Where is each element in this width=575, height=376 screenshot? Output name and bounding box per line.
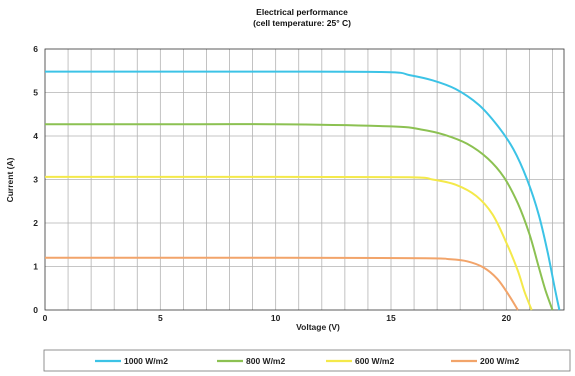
x-tick-label: 20: [502, 313, 512, 323]
legend-label-1000-w-m2: 1000 W/m2: [124, 356, 168, 366]
x-axis-label: Voltage (V): [296, 322, 340, 332]
y-tick-label: 0: [33, 305, 38, 315]
y-axis-label: Current (A): [5, 157, 15, 202]
series-line-200-w-m2: [44, 256, 519, 311]
y-axis-ticks: 0 1 2 3 4 5 6: [33, 44, 38, 315]
plot-grid: [45, 49, 564, 310]
legend-label-200-w-m2: 200 W/m2: [480, 356, 519, 366]
legend-box: [43, 349, 571, 372]
chart-subtitle: (cell temperature: 25° C): [253, 18, 351, 28]
x-tick-label: 10: [271, 313, 281, 323]
series-line-600-w-m2: [44, 175, 533, 311]
x-axis-ticks: 0 5 10 15 20: [43, 313, 512, 323]
y-tick-label: 6: [33, 44, 38, 54]
x-tick-label: 0: [43, 313, 48, 323]
y-tick-label: 2: [33, 218, 38, 228]
y-tick-label: 4: [33, 131, 38, 141]
chart-title: Electrical performance: [256, 7, 348, 17]
plot-area-frame: [44, 48, 565, 311]
series-line-1000-w-m2: [45, 70, 561, 311]
series-line-800-w-m2: [45, 123, 554, 311]
legend-label-600-w-m2: 600 W/m2: [355, 356, 394, 366]
legend: 1000 W/m2 800 W/m2 600 W/m2 200 W/m2: [95, 356, 519, 366]
legend-label-800-w-m2: 800 W/m2: [246, 356, 285, 366]
x-tick-label: 5: [158, 313, 163, 323]
y-tick-label: 1: [33, 262, 38, 272]
y-tick-label: 5: [33, 88, 38, 98]
x-tick-label: 15: [386, 313, 396, 323]
y-tick-label: 3: [33, 175, 38, 185]
series-layer: [44, 70, 561, 311]
